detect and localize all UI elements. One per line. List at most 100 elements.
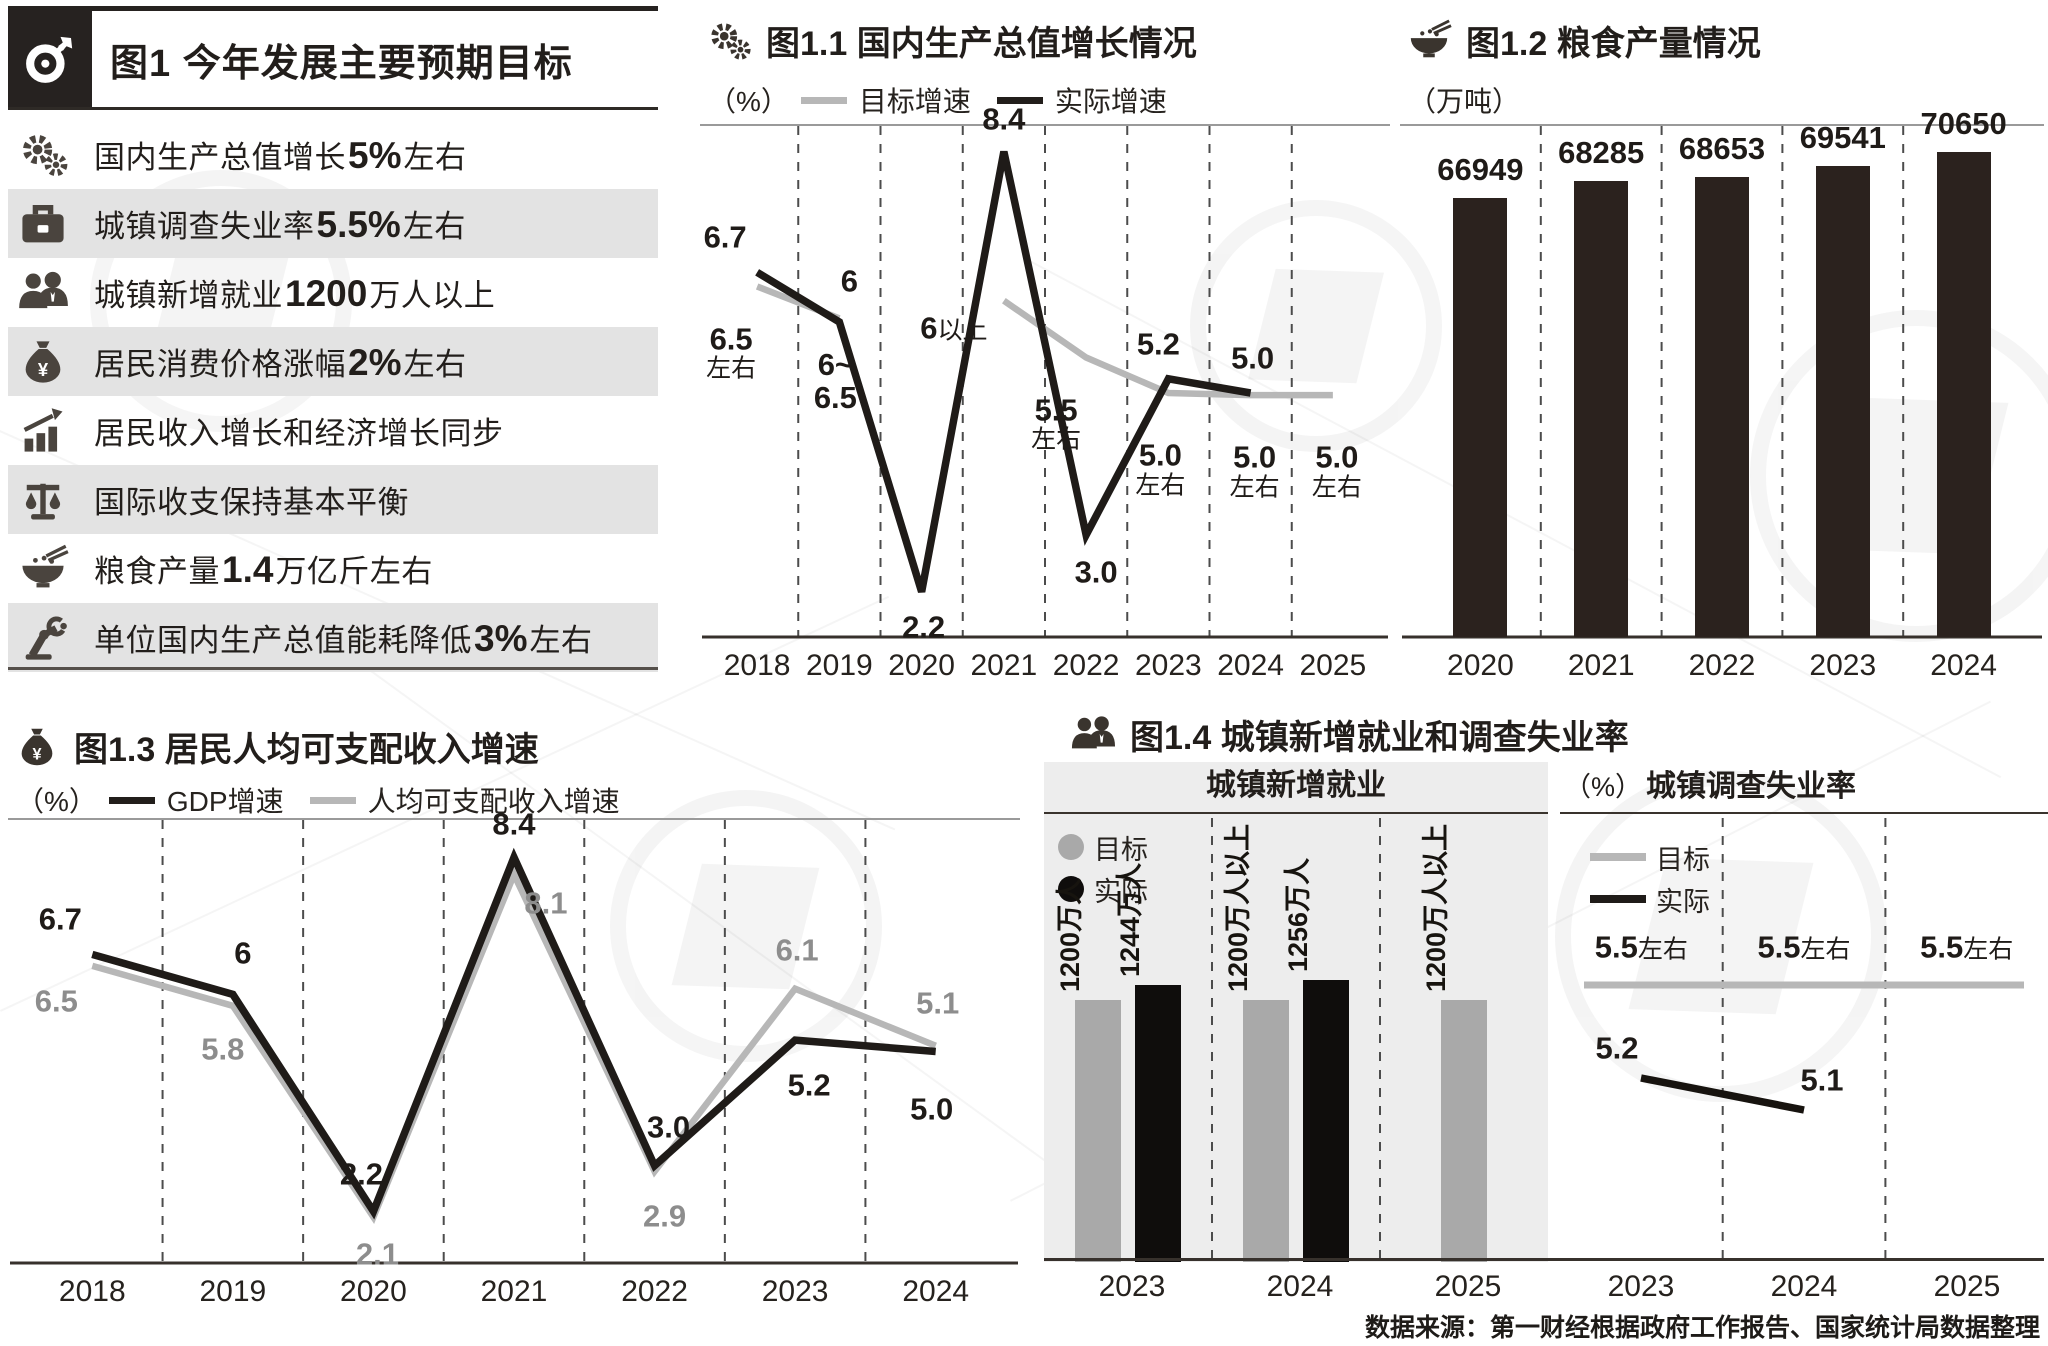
unit-label: （万吨） bbox=[1408, 86, 1521, 117]
panel-grain-output: 图1.2 粮食产量情况 （万吨） 66949 2020 68285 2021 68653… bbox=[1400, 6, 2044, 700]
legend-target-label: 目标 bbox=[1656, 844, 1710, 875]
target-item: 粮食产量1.4万亿斤左右 bbox=[8, 534, 658, 603]
income-growth-plot: 2018 2019 2020 2021 2022 2023 2024 6.7 6 2.2 8.4 3.… bbox=[8, 808, 1020, 1320]
data-point-label: 2.1 bbox=[355, 1236, 399, 1272]
data-point-label: 5.5左右 bbox=[1757, 929, 1851, 965]
target-item-text: 粮食产量1.4万亿斤左右 bbox=[94, 549, 433, 590]
target-item: ¥ 居民消费价格涨幅2%左右 bbox=[8, 327, 658, 396]
grain-output-bar bbox=[1453, 198, 1508, 637]
bar-value-label: 68653 bbox=[1678, 130, 1766, 166]
x-axis-year-label: 2022 bbox=[1052, 649, 1120, 682]
grain-output-canvas bbox=[1402, 126, 2042, 639]
people-icon bbox=[16, 266, 70, 320]
briefcase-icon bbox=[16, 197, 70, 251]
svg-text:¥: ¥ bbox=[32, 745, 41, 763]
gears-icon bbox=[16, 128, 70, 182]
panel-main-targets: 图1 今年发展主要预期目标 国内生产总值增长5%左右 城镇调查失业率5.5%左右城… bbox=[8, 6, 658, 672]
data-point-label: 5.1 bbox=[1800, 1062, 1844, 1098]
rotated-bar-label: 1256万人 bbox=[1283, 858, 1313, 973]
employment-target-bar bbox=[1441, 1000, 1487, 1262]
unit-label: （%） bbox=[708, 86, 789, 117]
grain-output-bar bbox=[1815, 165, 1870, 637]
data-point-label: 5.0 左右 bbox=[1311, 439, 1362, 502]
data-point-label: 6.5 bbox=[34, 983, 78, 1019]
employment-subtitle: 城镇新增就业 bbox=[1044, 762, 1548, 814]
rotated-bar-label: 1200万人 bbox=[1055, 877, 1085, 992]
legend-target-label: 目标增速 bbox=[858, 86, 971, 117]
bar-value-label: 69541 bbox=[1799, 119, 1886, 155]
data-point-label: 3.0 bbox=[647, 1109, 691, 1145]
unemployment-canvas bbox=[1584, 818, 2024, 1260]
moneybag-icon: ¥ bbox=[16, 335, 70, 389]
data-point-label: 5.2 bbox=[787, 1067, 831, 1103]
data-point-label: 6.7 bbox=[703, 219, 747, 255]
income-growth-canvas bbox=[10, 820, 1018, 1265]
data-point-label: 5.1 bbox=[916, 985, 960, 1021]
legend-gdp-label: GDP增速 bbox=[166, 786, 284, 817]
gdp-growth-plot: 2018 2019 2020 2021 2022 2023 2024 2025 6.5 左右 6~ 6… bbox=[700, 102, 1390, 698]
target-series-line bbox=[91, 866, 937, 1224]
x-axis-year-label: 2021 bbox=[480, 1275, 548, 1308]
data-point-label: 2.2 bbox=[902, 609, 946, 645]
grain-output-bar bbox=[1574, 181, 1629, 637]
target-line-swatch bbox=[1590, 853, 1646, 861]
x-axis-year-label: 2023 bbox=[761, 1275, 829, 1308]
actual-line-swatch bbox=[1590, 895, 1646, 903]
legend-actual-label: 实际增速 bbox=[1054, 86, 1167, 117]
legend-income-label: 人均可支配收入增速 bbox=[367, 786, 620, 817]
fig1-bottom-rule bbox=[8, 667, 658, 670]
data-point-label: 8.1 bbox=[524, 886, 568, 922]
target-icon bbox=[8, 11, 92, 107]
x-axis-year-label: 2024 bbox=[1266, 1270, 1334, 1303]
income-line-swatch bbox=[309, 796, 356, 804]
fig11-title: 图1.1 国内生产总值增长情况 bbox=[766, 25, 1197, 63]
x-axis-year-label: 2021 bbox=[1567, 649, 1635, 682]
fig14-title: 图1.4 城镇新增就业和调查失业率 bbox=[1130, 719, 1629, 757]
fig14-header: 图1.4 城镇新增就业和调查失业率 bbox=[1070, 710, 1629, 759]
unemployment-actual-line bbox=[1640, 1074, 1805, 1114]
data-point-label: 6 bbox=[840, 263, 858, 299]
employment-actual-bar bbox=[1303, 980, 1349, 1262]
unemployment-legend: 目标 实际 bbox=[1590, 836, 1710, 920]
data-point-label: 6 bbox=[234, 935, 252, 971]
fig11-header: 图1.1 国内生产总值增长情况 bbox=[706, 16, 1197, 65]
rice-bowl-icon bbox=[1406, 18, 1452, 64]
data-point-label: 6.5 左右 bbox=[706, 320, 757, 383]
people-icon bbox=[1070, 712, 1116, 758]
actual-dot-swatch bbox=[1058, 876, 1084, 902]
fig12-header: 图1.2 粮食产量情况 bbox=[1406, 16, 1761, 65]
target-item: 城镇新增就业1200万人以上 bbox=[8, 258, 658, 327]
x-axis-year-label: 2024 bbox=[1930, 649, 1997, 682]
target-item: 国际收支保持基本平衡 bbox=[8, 465, 658, 534]
legend-actual-label: 实际 bbox=[1656, 886, 1710, 917]
employment-subpanel: 城镇新增就业 目标 实际 1200万人 1244万人 1200万人以上 1256万人 1… bbox=[1044, 762, 1548, 1262]
x-axis-year-label: 2023 bbox=[1809, 649, 1877, 682]
grain-output-plot: 66949 2020 68285 2021 68653 2022 69541 2023 7065… bbox=[1400, 106, 2044, 698]
data-point-label: 3.0 bbox=[1074, 554, 1118, 590]
data-point-label: 8.4 bbox=[492, 806, 536, 842]
x-axis-year-label: 2023 bbox=[1135, 649, 1202, 682]
x-axis-year-label: 2018 bbox=[58, 1275, 126, 1308]
bar-value-label: 66949 bbox=[1437, 152, 1524, 187]
target-item: 国内生产总值增长5%左右 bbox=[8, 120, 658, 189]
x-axis-year-label: 2019 bbox=[806, 649, 873, 682]
data-point-label: 5.0 bbox=[910, 1091, 954, 1127]
data-point-label: 5.5左右 bbox=[1920, 929, 2014, 965]
x-axis-year-label: 2024 bbox=[902, 1275, 970, 1308]
data-point-label: 5.0 左右 bbox=[1229, 439, 1280, 502]
fig12-title: 图1.2 粮食产量情况 bbox=[1466, 25, 1761, 63]
target-series-line bbox=[1002, 298, 1333, 399]
data-point-label: 6以上 bbox=[920, 310, 988, 346]
x-axis-year-label: 2023 bbox=[1098, 1270, 1166, 1303]
robot-arm-icon bbox=[16, 611, 70, 665]
data-point-label: 2.2 bbox=[339, 1156, 383, 1192]
actual-series-line bbox=[91, 847, 937, 1220]
data-point-label: 5.2 bbox=[1595, 1030, 1639, 1066]
rotated-bar-label: 1200万人以上 bbox=[1223, 823, 1253, 992]
x-axis-year-label: 2022 bbox=[621, 1275, 688, 1308]
employment-canvas bbox=[1211, 818, 1381, 1260]
scales-icon bbox=[16, 473, 70, 527]
fig14-x-axis bbox=[1044, 1258, 2044, 1261]
